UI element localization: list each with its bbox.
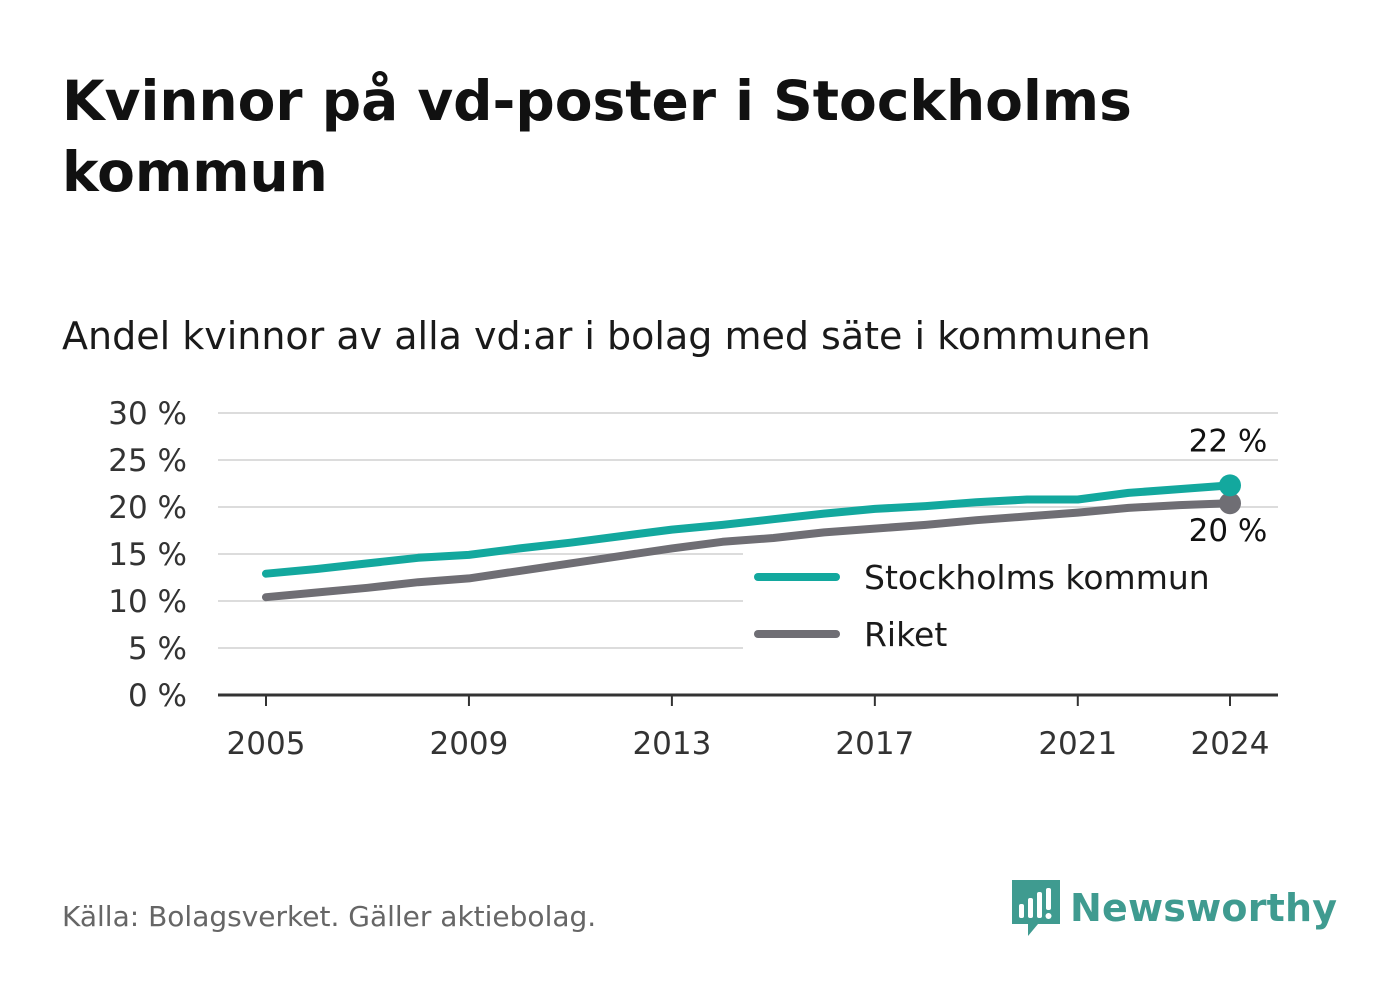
legend: Stockholms kommun Riket [754, 558, 1210, 654]
series-end-point [1219, 474, 1241, 497]
y-tick-label: 10 % [108, 584, 187, 620]
series-line [262, 481, 1234, 578]
x-tick-label: 2021 [1038, 726, 1117, 762]
series-end-label: 22 % [1189, 423, 1268, 459]
y-axis-ticks: 0 % 5 % 10 % 15 % 20 % 25 % 30 % [108, 396, 187, 714]
series-end-point [1219, 492, 1241, 515]
legend-label: Stockholms kommun [864, 558, 1210, 597]
x-axis-ticks: 2005 2009 2013 2017 2021 2024 [227, 695, 1270, 762]
x-tick-label: 2009 [429, 726, 508, 762]
y-tick-label: 25 % [108, 443, 187, 479]
y-tick-label: 5 % [128, 631, 187, 667]
x-tick-label: 2017 [835, 726, 914, 762]
x-tick-label: 2005 [227, 726, 306, 762]
y-tick-label: 15 % [108, 537, 187, 573]
end-labels: 22 % 20 % [1189, 423, 1268, 549]
y-tick-label: 20 % [108, 490, 187, 526]
series-lines [262, 474, 1241, 602]
y-tick-label: 30 % [108, 396, 187, 432]
series-line [262, 499, 1234, 602]
y-tick-label: 0 % [128, 678, 187, 714]
chart-subtitle: Andel kvinnor av alla vd:ar i bolag med … [62, 314, 1151, 358]
brand-name: Newsworthy [1070, 886, 1338, 930]
x-tick-label: 2013 [632, 726, 711, 762]
series-end-label: 20 % [1189, 513, 1268, 549]
legend-label: Riket [864, 615, 947, 654]
x-tick-label: 2024 [1191, 726, 1270, 762]
source-note: Källa: Bolagsverket. Gäller aktiebolag. [62, 900, 597, 933]
chart-title: Kvinnor på vd-poster i Stockholms kommun [62, 69, 1132, 204]
newsworthy-logo-icon [1012, 880, 1060, 936]
brand-logo: Newsworthy [1010, 878, 1337, 938]
